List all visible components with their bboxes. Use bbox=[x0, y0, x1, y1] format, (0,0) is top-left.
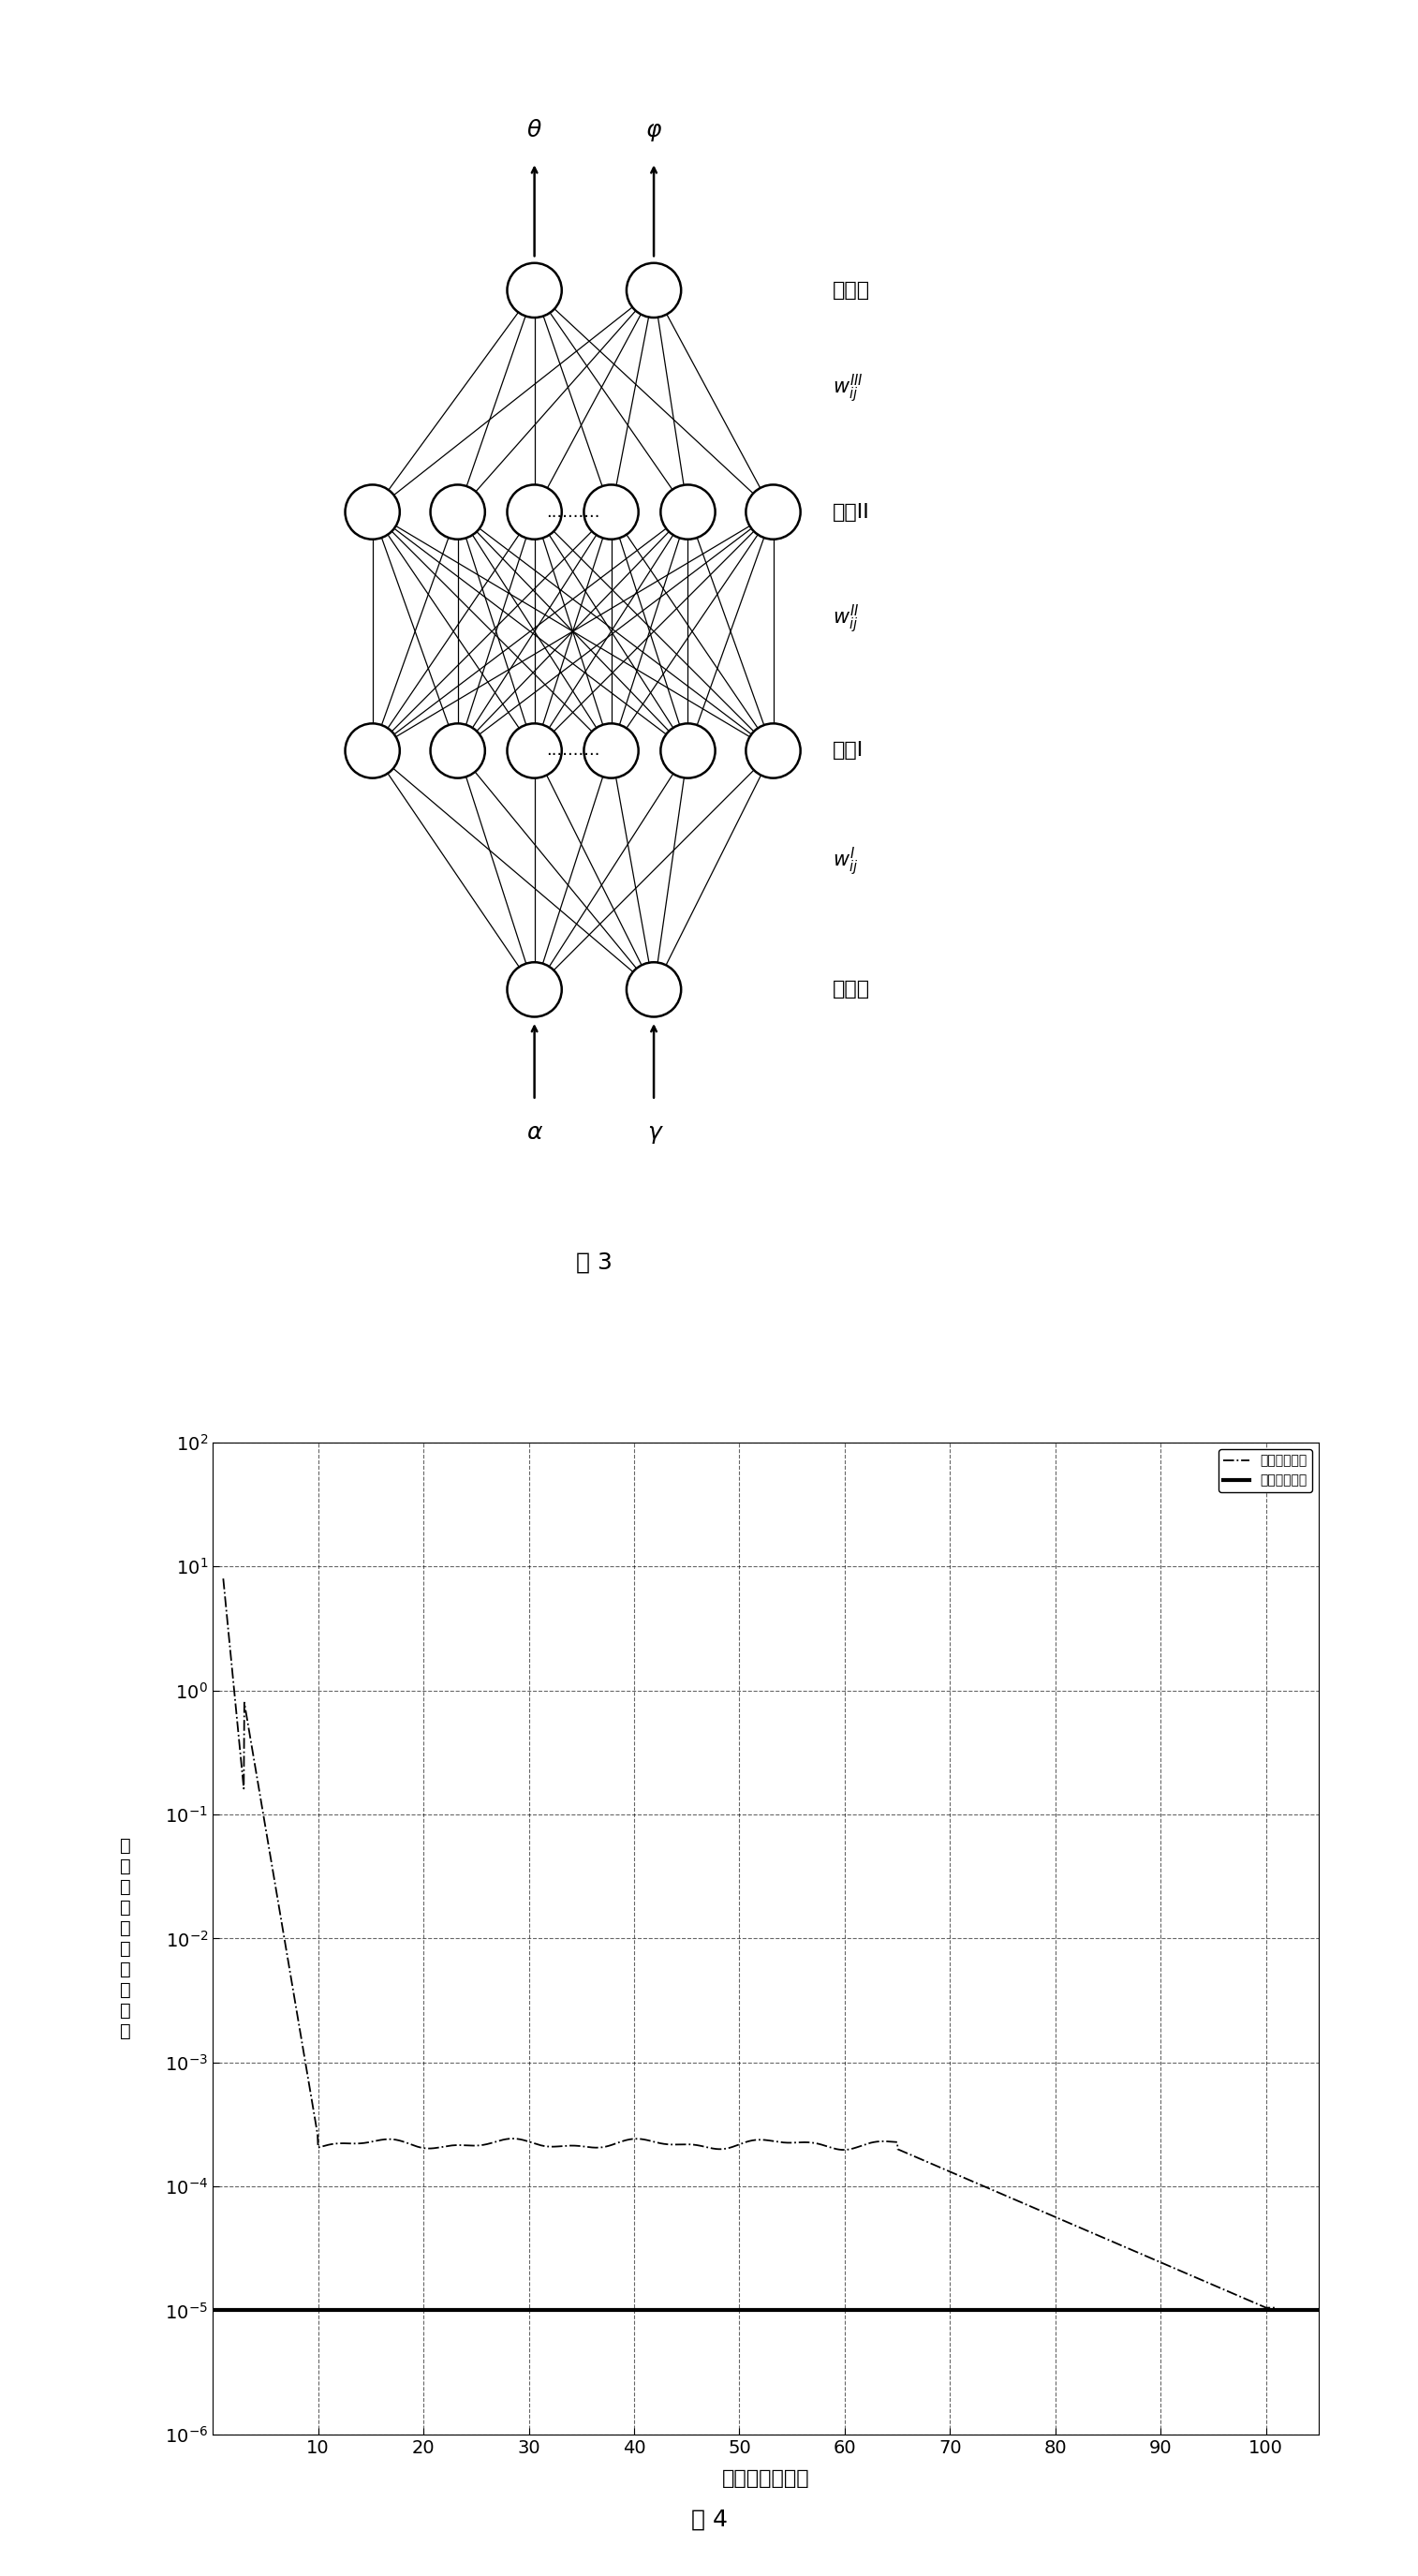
Text: 图 4: 图 4 bbox=[691, 2509, 727, 2530]
网络输出偏差 bbox=[1258, 2293, 1275, 2324]
Circle shape bbox=[508, 263, 562, 317]
网络输出偏差 bbox=[1238, 2285, 1255, 2316]
Circle shape bbox=[661, 484, 715, 538]
Circle shape bbox=[431, 484, 485, 538]
Circle shape bbox=[431, 724, 485, 778]
Line: 网络输出偏差: 网络输出偏差 bbox=[223, 1579, 1276, 2308]
网络输出偏差 bbox=[214, 1564, 231, 1595]
Circle shape bbox=[345, 724, 400, 778]
网络训练目标 bbox=[214, 2295, 231, 2326]
Text: $w_{ij}^{II}$: $w_{ij}^{II}$ bbox=[832, 603, 859, 634]
网络输出偏差 bbox=[1236, 2282, 1254, 2313]
Text: φ: φ bbox=[647, 118, 662, 142]
Circle shape bbox=[627, 963, 681, 1018]
网络输出偏差 bbox=[727, 2130, 744, 2161]
Text: 输入层: 输入层 bbox=[832, 981, 871, 999]
Text: 输出层: 输出层 bbox=[832, 281, 871, 299]
Text: ..........: .......... bbox=[546, 502, 600, 520]
网络输出偏差 bbox=[699, 2133, 716, 2164]
Circle shape bbox=[508, 484, 562, 538]
网络输出偏差 bbox=[1268, 2293, 1285, 2324]
Circle shape bbox=[584, 724, 638, 778]
Circle shape bbox=[584, 484, 638, 538]
Circle shape bbox=[661, 724, 715, 778]
Text: γ: γ bbox=[647, 1121, 661, 1144]
Text: ..........: .......... bbox=[546, 742, 600, 760]
Legend: 网络输出偏差, 网络训练目标: 网络输出偏差, 网络训练目标 bbox=[1218, 1450, 1312, 1492]
Text: 隐层I: 隐层I bbox=[832, 742, 864, 760]
Circle shape bbox=[746, 724, 800, 778]
网络训练目标 bbox=[204, 2295, 221, 2326]
Text: $w_{ij}^{III}$: $w_{ij}^{III}$ bbox=[832, 374, 864, 404]
Circle shape bbox=[345, 484, 400, 538]
Text: 隐层II: 隐层II bbox=[832, 502, 871, 520]
X-axis label: 网络训练迭代步: 网络训练迭代步 bbox=[722, 2470, 810, 2488]
Text: θ: θ bbox=[527, 118, 542, 142]
Circle shape bbox=[746, 484, 800, 538]
Y-axis label: 归
一
化
网
络
训
练
偏
差
值: 归 一 化 网 络 训 练 偏 差 值 bbox=[121, 1837, 132, 2040]
Circle shape bbox=[508, 963, 562, 1018]
Text: $w_{ij}^{I}$: $w_{ij}^{I}$ bbox=[832, 845, 858, 878]
网络输出偏差 bbox=[1044, 2200, 1061, 2231]
Text: 图 3: 图 3 bbox=[576, 1252, 613, 1273]
Circle shape bbox=[627, 263, 681, 317]
网络输出偏差 bbox=[268, 1880, 285, 1911]
Circle shape bbox=[508, 724, 562, 778]
Text: α: α bbox=[526, 1121, 542, 1144]
